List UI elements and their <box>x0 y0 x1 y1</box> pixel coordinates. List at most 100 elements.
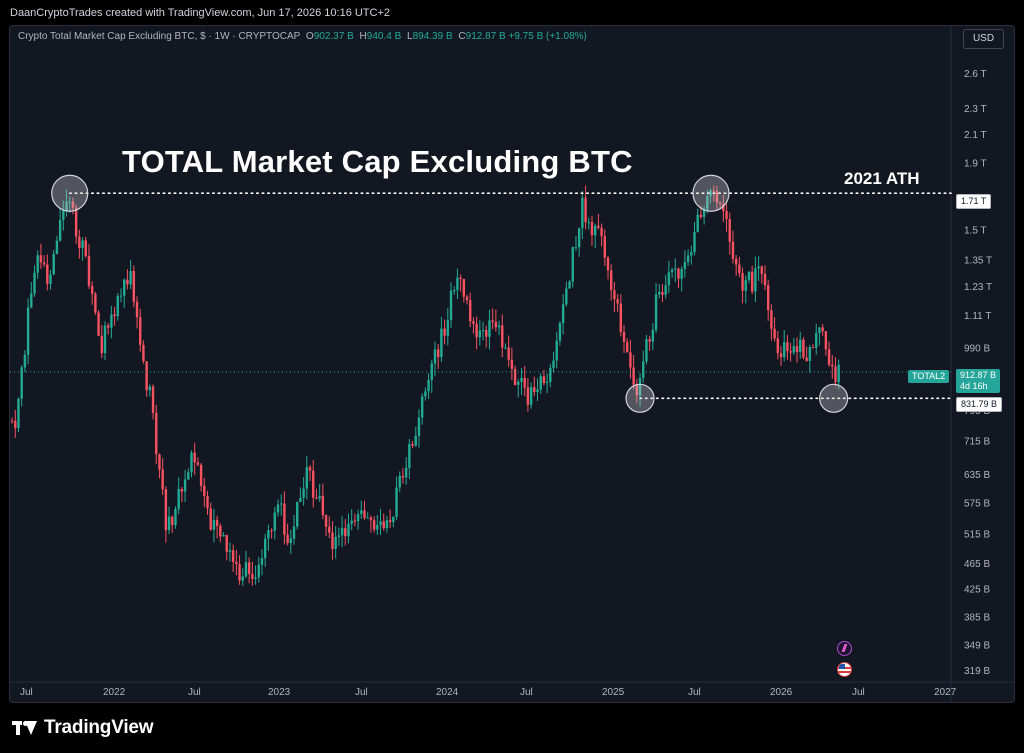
candle-170 <box>539 373 542 394</box>
ath-annotation: 2021 ATH <box>844 169 920 188</box>
y-tick-label-4: 1.5 T <box>964 226 987 237</box>
candle-186 <box>590 215 594 247</box>
candle-42 <box>129 260 132 290</box>
candle-17 <box>49 269 52 290</box>
candle-52 <box>161 458 164 496</box>
candle-148 <box>469 292 472 328</box>
candle-38 <box>116 292 120 321</box>
candle-230 <box>731 230 735 264</box>
candle-65 <box>203 477 206 508</box>
candle-20 <box>58 208 62 242</box>
candle-29 <box>87 244 91 289</box>
candle-76 <box>238 555 241 585</box>
candle-218 <box>693 221 696 256</box>
candle-44 <box>135 296 139 329</box>
series-name-tag: TOTAL2 <box>908 370 950 383</box>
candle-232 <box>738 256 741 278</box>
candle-129 <box>408 439 411 479</box>
candle-263 <box>837 359 840 389</box>
candle-41 <box>126 269 129 290</box>
candle-26 <box>78 229 81 259</box>
candle-163 <box>517 379 520 398</box>
candle-260 <box>827 341 831 367</box>
candle-28 <box>84 236 87 258</box>
chart-caption: DaanCryptoTrades created with TradingVie… <box>10 7 391 19</box>
x-tick-label-5: 2024 <box>436 687 459 698</box>
us-flag-icon[interactable] <box>837 662 852 677</box>
candle-104 <box>328 516 331 539</box>
candle-133 <box>420 393 424 425</box>
candle-40 <box>123 278 126 308</box>
candle-145 <box>459 274 462 292</box>
candle-108 <box>340 516 344 548</box>
candle-123 <box>388 509 392 528</box>
candle-255 <box>811 344 815 349</box>
candle-246 <box>783 330 786 362</box>
candle-189 <box>600 223 603 247</box>
candle-50 <box>155 404 158 464</box>
y-tick-label-16: 385 B <box>964 612 990 623</box>
candle-113 <box>356 509 360 530</box>
x-tick-label-0: Jul <box>20 687 33 698</box>
currency-selector[interactable]: USD <box>963 29 1004 49</box>
candle-162 <box>513 365 517 386</box>
candle-245 <box>779 345 783 366</box>
candle-86 <box>270 528 273 539</box>
candle-261 <box>831 354 834 379</box>
candle-155 <box>491 308 494 330</box>
chart-svg[interactable]: 2.6 T 2.3 T 2.1 T 1.9 T 1.5 T 1.35 T 1.23 T 1.1… <box>10 26 1015 703</box>
candle-171 <box>542 370 546 386</box>
chart-title: TOTAL Market Cap Excluding BTC <box>122 144 633 179</box>
candle-116 <box>366 512 369 519</box>
y-tick-label-11: 635 B <box>964 470 990 481</box>
candle-226 <box>718 201 722 209</box>
candle-135 <box>427 373 430 400</box>
candle-93 <box>292 514 296 545</box>
symbol-legend[interactable]: Crypto Total Market Cap Excluding BTC, $… <box>18 31 587 42</box>
candle-158 <box>501 314 504 358</box>
marker-circle-2 <box>625 383 655 413</box>
open-key: O <box>305 31 314 42</box>
candle-178 <box>565 281 568 307</box>
x-tick-label-3: 2023 <box>268 687 291 698</box>
candle-147 <box>465 294 469 305</box>
candle-92 <box>289 530 293 555</box>
candle-248 <box>789 342 792 362</box>
y-tick-label-1: 2.3 T <box>964 104 987 115</box>
candle-166 <box>526 378 530 412</box>
candle-97 <box>305 455 309 500</box>
candle-198 <box>629 339 632 379</box>
candle-130 <box>411 441 414 449</box>
candle-223 <box>709 188 712 204</box>
candles <box>10 185 840 586</box>
candle-100 <box>315 488 318 500</box>
candle-90 <box>283 491 286 545</box>
candle-194 <box>616 294 619 312</box>
candle-140 <box>443 319 446 345</box>
candle-109 <box>344 519 347 546</box>
candle-144 <box>456 268 459 299</box>
candle-200 <box>635 378 639 404</box>
candle-54 <box>167 506 171 534</box>
change-value: +9.75 B (+1.08%) <box>508 31 587 42</box>
chart-frame[interactable]: 2.6 T 2.3 T 2.1 T 1.9 T 1.5 T 1.35 T 1.23 T 1.1… <box>9 25 1015 703</box>
candle-88 <box>276 499 280 517</box>
candle-159 <box>504 343 507 350</box>
ath-price-tag: 1.71 T <box>956 194 992 209</box>
candle-236 <box>750 265 754 295</box>
candle-9 <box>23 350 27 373</box>
high-value: 940.4 B <box>366 31 402 42</box>
candle-70 <box>219 523 222 543</box>
candle-235 <box>747 271 751 284</box>
candle-249 <box>792 337 796 355</box>
candle-197 <box>626 338 629 353</box>
candle-114 <box>360 500 363 519</box>
candle-208 <box>661 284 664 302</box>
candle-131 <box>414 426 417 447</box>
close-key: C <box>458 31 466 42</box>
flash-icon[interactable] <box>837 641 852 656</box>
candle-215 <box>683 250 687 278</box>
candle-161 <box>510 347 514 381</box>
candle-115 <box>363 500 366 520</box>
candle-91 <box>286 523 289 546</box>
